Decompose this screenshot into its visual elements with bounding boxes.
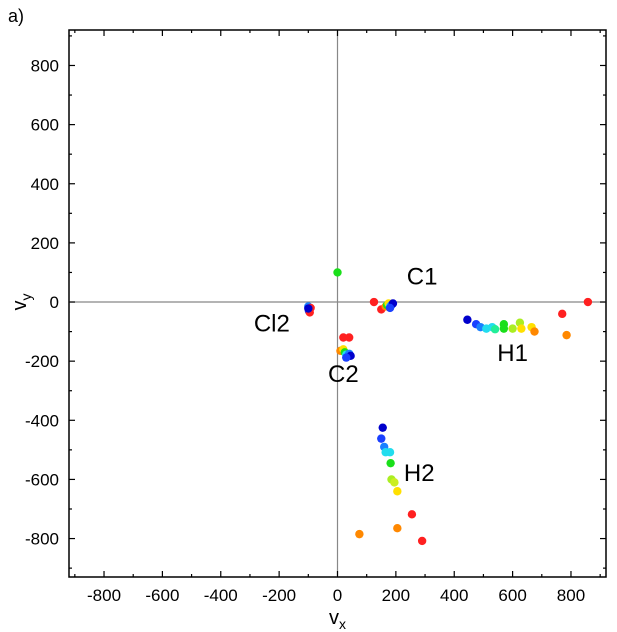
data-point bbox=[385, 448, 395, 457]
data-point bbox=[407, 510, 417, 519]
x-tick-label: -800 bbox=[87, 586, 121, 605]
y-tick-label: 400 bbox=[31, 175, 59, 194]
x-tick-label: 800 bbox=[557, 586, 585, 605]
x-tick-label: 600 bbox=[498, 586, 526, 605]
panel-label: a) bbox=[8, 6, 24, 26]
y-axis-label: vy bbox=[9, 294, 34, 311]
annotation-label: Cl2 bbox=[254, 311, 290, 338]
data-point bbox=[490, 325, 500, 334]
y-tick-label: 800 bbox=[31, 56, 59, 75]
y-tick-label: -600 bbox=[25, 470, 59, 489]
data-point bbox=[333, 268, 342, 277]
data-point bbox=[417, 536, 427, 546]
x-tick-label: -200 bbox=[262, 586, 296, 605]
data-point bbox=[583, 297, 593, 307]
data-point bbox=[562, 330, 571, 340]
data-point bbox=[355, 529, 364, 539]
y-tick-label: 200 bbox=[31, 234, 59, 253]
data-point bbox=[463, 315, 472, 324]
data-point bbox=[558, 309, 567, 319]
x-tick-label: 400 bbox=[440, 586, 468, 605]
y-tick-label: -200 bbox=[25, 352, 59, 371]
x-axis-label-sub: x bbox=[339, 616, 346, 632]
data-point bbox=[339, 333, 348, 342]
data-point bbox=[378, 423, 387, 432]
annotation-label: C1 bbox=[407, 263, 438, 290]
data-point bbox=[508, 324, 517, 333]
point-group-labels: C1 Cl2 C2 H1 H2 bbox=[254, 263, 528, 487]
x-axis-label-main: v bbox=[329, 607, 339, 629]
data-point bbox=[304, 304, 313, 313]
annotation-label: C2 bbox=[328, 361, 359, 388]
data-point bbox=[499, 324, 509, 333]
data-points bbox=[304, 268, 593, 546]
y-axis-label-sub: y bbox=[18, 294, 34, 301]
x-tick-label: -600 bbox=[145, 586, 179, 605]
data-point bbox=[390, 478, 399, 487]
x-tick-label: 0 bbox=[333, 586, 342, 605]
data-point bbox=[517, 324, 526, 333]
data-point bbox=[393, 487, 402, 496]
data-point bbox=[377, 434, 386, 443]
data-point bbox=[369, 297, 379, 307]
x-axis-label: vx bbox=[329, 607, 346, 632]
zero-lines bbox=[69, 30, 606, 577]
x-axis-ticks: -800 -600 -400 -200 0 200 400 600 800 bbox=[74, 30, 601, 605]
y-axis-label-main: v bbox=[9, 301, 31, 311]
data-point bbox=[342, 353, 351, 362]
y-axis-ticks: -800 -600 -400 -200 0 200 400 600 800 bbox=[25, 35, 606, 569]
data-point bbox=[393, 524, 402, 533]
annotation-label: H2 bbox=[404, 460, 435, 487]
data-point bbox=[530, 327, 539, 336]
y-tick-label: 0 bbox=[50, 293, 59, 312]
y-tick-label: -400 bbox=[25, 411, 59, 430]
x-tick-label: 200 bbox=[382, 586, 410, 605]
data-point bbox=[385, 303, 395, 313]
y-tick-label: -800 bbox=[25, 530, 59, 549]
annotation-label: H1 bbox=[497, 340, 528, 367]
data-point bbox=[386, 458, 395, 468]
data-point bbox=[344, 333, 354, 342]
x-tick-label: -400 bbox=[204, 586, 238, 605]
y-tick-label: 600 bbox=[31, 116, 59, 135]
